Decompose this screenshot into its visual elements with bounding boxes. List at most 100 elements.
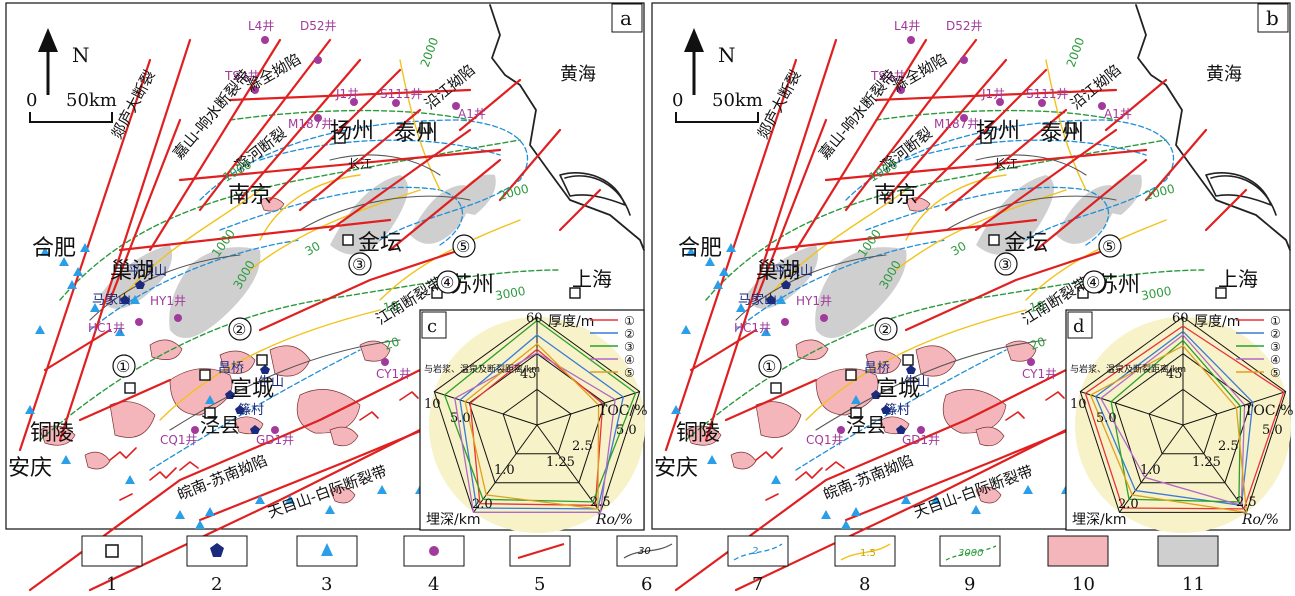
radar-series-1: [469, 348, 604, 507]
ro-contour: [259, 174, 361, 241]
fault-tick: [1005, 411, 1025, 421]
radar-series-4: [454, 352, 616, 514]
site-label: 牛山: [904, 375, 930, 390]
city-square: [902, 354, 914, 366]
fault-tick: [119, 493, 133, 501]
thickness-contour: [169, 339, 401, 431]
city-square: [850, 407, 862, 419]
legend-box: [939, 535, 1001, 567]
site-label: 马家山: [92, 292, 131, 308]
circled-area-marker: [228, 317, 252, 341]
city-label: 铜陵: [30, 421, 74, 446]
well-marker: [191, 426, 199, 434]
site-label: 昌桥: [864, 361, 890, 376]
radar-tick: 1.0: [494, 463, 515, 478]
fault-line: [28, 348, 462, 592]
well-marker: [837, 426, 845, 434]
hot-spring-triangle: [35, 325, 45, 334]
panel-letter-box: [1257, 3, 1289, 33]
city-square: [124, 382, 136, 394]
hot-spring-triangle: [59, 257, 69, 266]
circled-area-marker: [758, 354, 782, 378]
hot-spring-triangle: [25, 405, 35, 414]
well-marker: [917, 426, 925, 434]
legend-number: 5: [534, 574, 545, 595]
fault-line: [558, 188, 602, 232]
panel-letter: a: [620, 6, 632, 30]
fault-line: [794, 38, 928, 252]
fault-tick: [1045, 391, 1065, 401]
legend-number: 1: [106, 574, 117, 595]
ro-contour: [379, 219, 521, 301]
well-marker: [452, 102, 460, 110]
fault-tick: [755, 447, 783, 461]
radar-legend-label: ①: [1270, 314, 1281, 328]
favorable-area: [169, 247, 261, 338]
well-label: A1井: [1104, 107, 1132, 121]
granite-body: [84, 451, 111, 470]
radar-series-3: [1110, 339, 1242, 503]
radar-axis-label: 与岩浆、温泉及断裂距离/km: [1070, 363, 1186, 375]
radar-tick: 60: [1172, 311, 1189, 326]
well-label: GD1井: [902, 433, 940, 447]
city-label: 巢湖: [110, 259, 154, 284]
thickness-contour: [945, 195, 1117, 231]
ro-contour: [399, 59, 441, 191]
circled-area-marker: [348, 252, 372, 276]
radar-tick: 2.0: [472, 497, 493, 512]
favorable-area: [746, 245, 818, 309]
hot-spring-triangle: [1023, 485, 1033, 494]
well-label: HY1井: [796, 294, 832, 308]
circled-number: ③: [352, 255, 366, 274]
city-label: 合肥: [678, 236, 722, 261]
legend-number: 4: [428, 574, 439, 595]
city-label: 铜陵: [676, 421, 720, 446]
hot-spring-triangle: [851, 395, 861, 404]
city-label: 长江: [994, 157, 1018, 171]
legend-number: 3: [321, 574, 332, 595]
city-square: [980, 132, 992, 144]
well-marker: [897, 86, 905, 94]
granite-body: [1005, 340, 1037, 362]
contour-label: 10: [1028, 299, 1045, 315]
well-label: GD1井: [256, 433, 294, 447]
well-marker: [960, 56, 968, 64]
site-label: 昌桥: [218, 361, 244, 376]
well-marker: [392, 99, 400, 107]
radar-spoke: [1080, 391, 1184, 426]
legend-box: [1157, 535, 1219, 567]
hot-spring-triangle: [821, 510, 831, 519]
radar-legend-label: ②: [1270, 327, 1281, 341]
granite-body: [109, 401, 156, 438]
well-marker: [174, 314, 182, 322]
fault-tick: [399, 391, 419, 401]
radar-legend-label: ②: [624, 327, 635, 341]
toc-contour: [865, 186, 1110, 246]
river-mouth-outer: [564, 175, 631, 216]
radar-spoke: [1182, 424, 1247, 513]
ro-contour: [905, 174, 1007, 241]
well-label: TS4井: [224, 69, 260, 83]
contour-label: 20: [1028, 334, 1047, 352]
fault-line: [884, 58, 1008, 202]
fault-line: [228, 88, 472, 102]
depth-contour: [705, 139, 1167, 301]
well-label: J1井: [981, 87, 1005, 101]
radar-tick: 2.5: [590, 495, 611, 510]
outcrop-pentagon: [781, 280, 791, 289]
granite-body: [975, 426, 1005, 447]
well-label: S111井: [380, 87, 423, 101]
city-label: 安庆: [8, 456, 52, 481]
radar-tick: 10: [424, 397, 441, 412]
hot-spring-triangle: [285, 495, 295, 504]
radar-tick: 2.5: [1236, 495, 1257, 510]
legend-sample: 3000: [958, 548, 983, 559]
well-label: CY1井: [1022, 367, 1057, 381]
ro-contour: [249, 189, 421, 271]
radar-spoke: [434, 391, 538, 426]
depth-contour: [875, 109, 1117, 121]
fault-line: [904, 248, 1108, 332]
north-label: N: [72, 43, 90, 67]
inset-letter-box: [1067, 311, 1093, 339]
